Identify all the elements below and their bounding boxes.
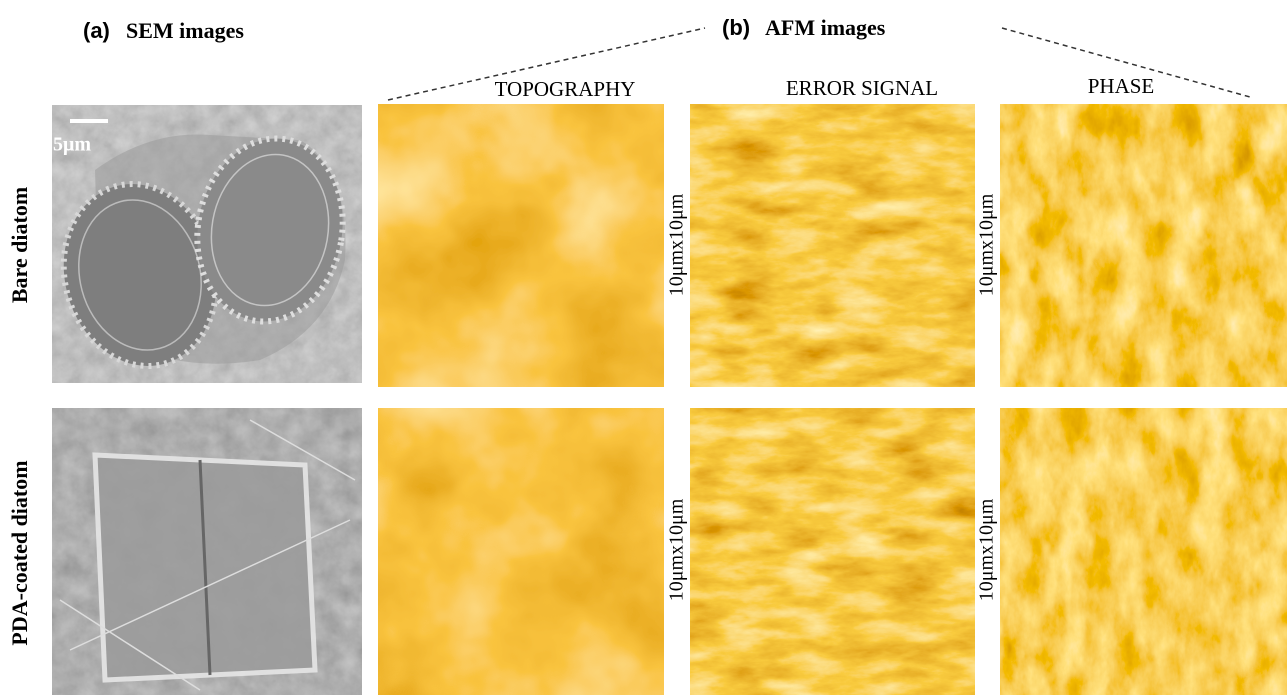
scan-size-label: 10μmx10μm bbox=[666, 193, 688, 296]
afm-error-signal bbox=[690, 408, 975, 695]
bracket-line bbox=[387, 27, 706, 101]
scale-bar-label: 5μm bbox=[53, 134, 91, 156]
sem-image bbox=[52, 408, 362, 695]
column-header: ERROR SIGNAL bbox=[786, 76, 938, 100]
scan-size-label: 10μmx10μm bbox=[976, 193, 998, 296]
panel-title: AFM images bbox=[765, 15, 886, 40]
scan-size-label: 10μmx10μm bbox=[666, 498, 688, 601]
afm-topography bbox=[378, 408, 664, 695]
afm-phase bbox=[1000, 104, 1287, 387]
afm-phase bbox=[1000, 408, 1287, 695]
column-header: TOPOGRAPHY bbox=[495, 77, 636, 101]
panel-title: SEM images bbox=[126, 18, 244, 43]
afm-error-signal bbox=[690, 104, 975, 387]
row-label: Bare diatom bbox=[7, 187, 32, 303]
panel-label: (b) bbox=[722, 15, 750, 40]
column-header: PHASE bbox=[1088, 74, 1155, 98]
scan-size-label: 10μmx10μm bbox=[976, 498, 998, 601]
panel-label: (a) bbox=[83, 18, 110, 43]
row-label: PDA-coated diatom bbox=[7, 460, 32, 645]
sem-image: 5μm bbox=[52, 105, 362, 383]
afm-topography bbox=[378, 104, 664, 387]
bracket-line bbox=[1001, 27, 1251, 98]
